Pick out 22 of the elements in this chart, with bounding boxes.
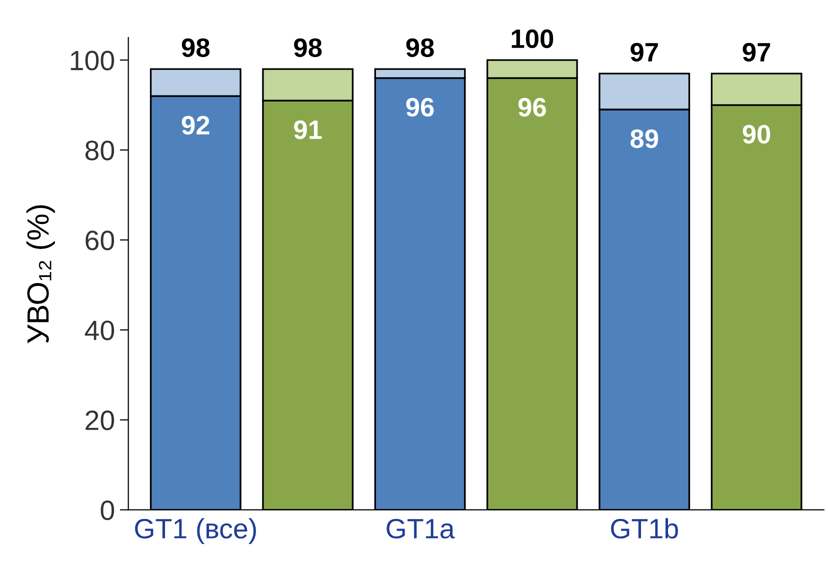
total-label: 98 (182, 38, 210, 58)
y-axis-title: УВО₁₂ (%) (26, 205, 55, 344)
total-label: 98 (406, 38, 434, 58)
y-tick-label: 0 (100, 500, 114, 520)
data-label: 92 (182, 116, 210, 135)
x-tick-label: GT1 (все) (135, 518, 256, 544)
y-tick-label: 40 (84, 320, 114, 340)
total-label: 97 (742, 42, 770, 62)
total-label: 100 (512, 29, 554, 48)
data-label: 91 (294, 120, 322, 140)
data-label: 90 (742, 124, 770, 144)
y-tick-label: 60 (86, 230, 114, 250)
total-label: 97 (630, 42, 658, 62)
y-tick-label: 80 (85, 140, 114, 160)
x-tick-label: GT1b (611, 518, 678, 539)
y-tick-label: 20 (86, 410, 114, 430)
total-label: 98 (294, 38, 322, 58)
data-label: 89 (630, 129, 658, 148)
y-tick-label: 100 (70, 50, 114, 70)
x-tick-label: GT1a (386, 518, 455, 539)
data-label: 96 (518, 98, 546, 117)
data-label: 96 (406, 98, 434, 117)
